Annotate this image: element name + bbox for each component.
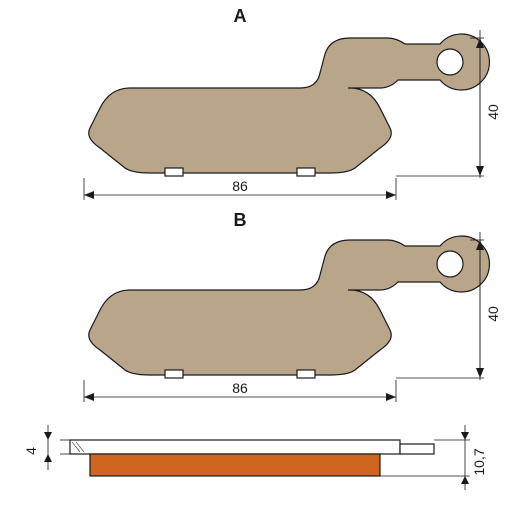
dim-width-a-value: 86 bbox=[232, 178, 248, 194]
dim-width-b-value: 86 bbox=[232, 380, 248, 396]
dim-thickness-total-value: 10,7 bbox=[471, 448, 487, 475]
dim-width-a: 86 bbox=[84, 178, 396, 199]
dim-thickness-total: 10,7 bbox=[380, 425, 487, 490]
dim-thickness-top-value: 4 bbox=[23, 447, 39, 455]
dim-width-b: 86 bbox=[84, 380, 396, 401]
part-b-group: B 40 86 bbox=[84, 210, 501, 402]
side-view-group: 4 10,7 bbox=[23, 425, 487, 490]
part-b-label: B bbox=[234, 210, 247, 230]
dim-height-a-value: 40 bbox=[485, 104, 501, 120]
technical-drawing: A 40 bbox=[0, 0, 520, 520]
part-a-label: A bbox=[234, 6, 247, 26]
part-b-shape bbox=[89, 236, 490, 378]
dim-thickness-top: 4 bbox=[23, 425, 70, 470]
part-a-group: A 40 bbox=[84, 6, 501, 200]
dim-height-b-value: 40 bbox=[485, 306, 501, 322]
part-a-shape bbox=[89, 34, 490, 176]
